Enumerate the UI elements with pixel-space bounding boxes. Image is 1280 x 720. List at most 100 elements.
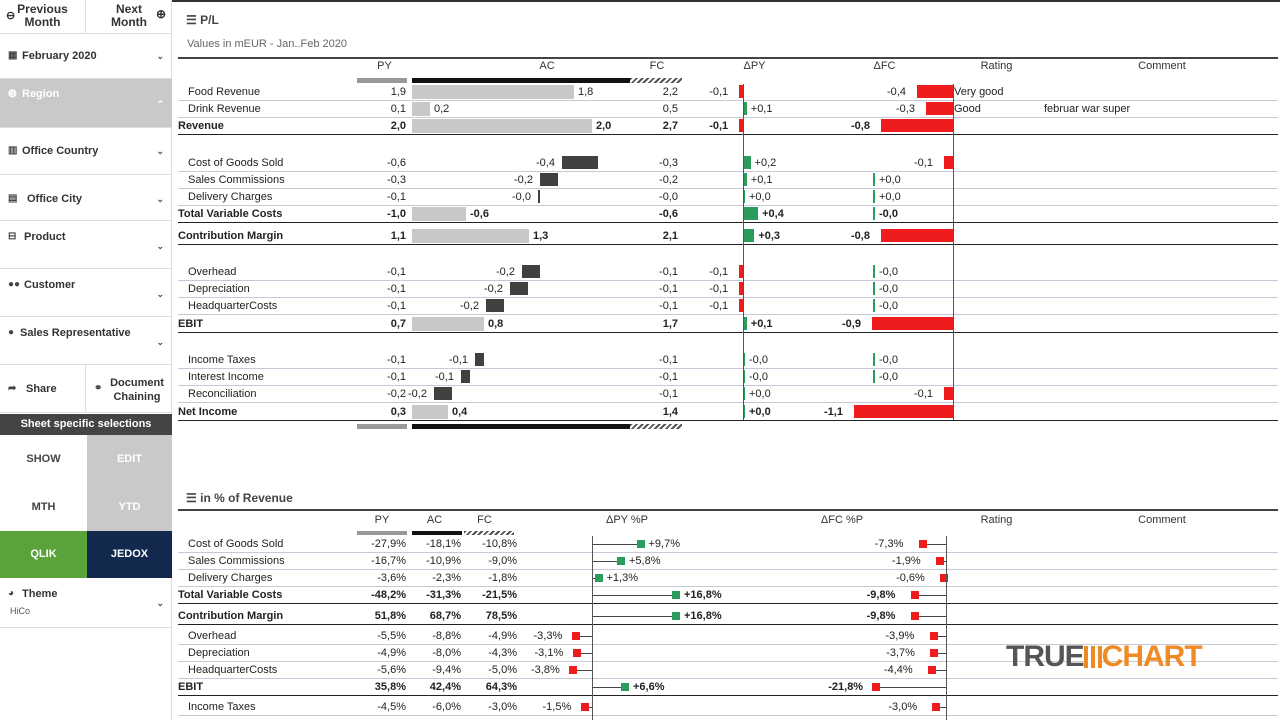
dfc-value: -0,8 bbox=[851, 230, 870, 242]
dpy-pct-value: -3,1% bbox=[534, 647, 564, 659]
row-label: HeadquarterCosts bbox=[188, 664, 278, 676]
py-value: 1,9 bbox=[390, 86, 406, 98]
ac-bar bbox=[412, 229, 529, 243]
dpy-value: +0,0 bbox=[749, 191, 771, 203]
pl-col-header: Comment bbox=[1138, 60, 1186, 72]
dpy-marker bbox=[569, 666, 577, 674]
fc-pct-value: -21,5% bbox=[482, 589, 517, 601]
basket-icon: ⊟ bbox=[8, 231, 17, 242]
table-row: EBIT 0,7 0,8 1,7 +0,1 -0,9 bbox=[178, 316, 1278, 333]
table-row: Depreciation -0,1 -0,2 -0,1 -0,1 -0,0 bbox=[178, 281, 1278, 298]
office-city-selector[interactable]: ▤ Office City ⌄ bbox=[0, 175, 172, 221]
dpy-value: +0,4 bbox=[762, 208, 784, 220]
row-label: Delivery Charges bbox=[188, 191, 273, 203]
py-pct-value: -4,9% bbox=[377, 647, 406, 659]
sales-representative-selector[interactable]: ● Sales Representative ⌄ bbox=[0, 317, 172, 365]
dfc-marker bbox=[929, 632, 938, 640]
fc-value: -0,1 bbox=[659, 283, 678, 295]
chevron-down-icon: ⌄ bbox=[156, 241, 164, 251]
ytd-button[interactable]: YTD bbox=[87, 483, 172, 531]
dpy-line bbox=[592, 544, 641, 545]
dfc-line bbox=[931, 670, 946, 671]
product-selector[interactable]: ⊟ Product ⌄ bbox=[0, 221, 172, 269]
chevron-down-icon: ⌄ bbox=[156, 598, 164, 608]
ac-value: 0,2 bbox=[434, 103, 450, 115]
py-value: -0,1 bbox=[387, 191, 406, 203]
dpy-value: +0,0 bbox=[749, 388, 771, 400]
theme-selector[interactable]: ◕ Theme HiCo ⌄ bbox=[0, 578, 172, 628]
dpy-marker bbox=[672, 612, 680, 620]
comment-value: februar war super bbox=[1044, 103, 1131, 115]
pct-col-header: Comment bbox=[1138, 514, 1186, 526]
pl-col-header: Rating bbox=[980, 60, 1013, 72]
show-button[interactable]: SHOW bbox=[26, 453, 61, 465]
office-country-selector[interactable]: ▥ Office Country ⌄ bbox=[0, 128, 172, 175]
customer-selector[interactable]: ●● Customer ⌄ bbox=[0, 269, 172, 317]
mth-button[interactable]: MTH bbox=[31, 501, 56, 513]
document-chaining-button[interactable]: ⚭ Document Chaining bbox=[86, 365, 172, 413]
dfc-bar bbox=[917, 85, 953, 98]
py-pct-value: 51,8% bbox=[374, 610, 406, 622]
row-label: Income Taxes bbox=[188, 701, 256, 713]
table-row: Interest Income -0,1 -0,1 -0,1 -0,0 -0,0 bbox=[178, 369, 1278, 386]
dfc-pct-value: -3,0% bbox=[888, 701, 918, 713]
dpy-line bbox=[576, 653, 592, 654]
jedox-button[interactable]: JEDOX bbox=[87, 531, 172, 578]
ac-pct-value: -31,3% bbox=[426, 589, 461, 601]
row-label: Total Variable Costs bbox=[178, 208, 283, 220]
dfc-value: -0,0 bbox=[879, 208, 898, 220]
ac-pct-header-bar bbox=[412, 531, 462, 535]
truechart-logo: TRUE CHART bbox=[1006, 640, 1203, 674]
row-label: Contribution Margin bbox=[178, 230, 284, 242]
dpy-line bbox=[592, 561, 621, 562]
dfc-marker bbox=[940, 574, 949, 582]
pct-top-rule bbox=[178, 509, 1278, 511]
ac-pct-value: -9,4% bbox=[432, 664, 461, 676]
ac-bar bbox=[486, 299, 504, 312]
pl-section-title: ☰ P/L bbox=[186, 13, 219, 27]
previous-month-button[interactable]: Previous Month ⊖ bbox=[0, 0, 86, 34]
pct-col-header: FC bbox=[477, 514, 492, 526]
fc-value: 2,1 bbox=[662, 230, 678, 242]
edit-button[interactable]: EDIT bbox=[87, 435, 172, 483]
qlik-button[interactable]: QLIK bbox=[0, 531, 87, 578]
dfc-value: -0,1 bbox=[914, 388, 933, 400]
dpy-bar bbox=[743, 405, 745, 418]
dfc-bar bbox=[944, 156, 953, 169]
fc-value: -0,1 bbox=[659, 371, 678, 383]
fc-value: -0,6 bbox=[659, 208, 678, 220]
ac-bar bbox=[412, 119, 592, 133]
region-selector[interactable]: ◍ Region ⌃ bbox=[0, 79, 172, 128]
dfc-marker bbox=[935, 557, 944, 565]
row-label: Interest Income bbox=[188, 371, 264, 383]
share-button[interactable]: ➦ Share bbox=[0, 365, 86, 413]
row-label: Revenue bbox=[178, 120, 224, 132]
py-pct-value: -4,5% bbox=[377, 701, 406, 713]
dpy-bar bbox=[743, 353, 745, 366]
ac-pct-value: -6,0% bbox=[432, 701, 461, 713]
ac-bar bbox=[522, 265, 540, 278]
rating-value: Very good bbox=[954, 86, 1004, 98]
minus-icon: ⊖ bbox=[6, 10, 16, 22]
dpy-line bbox=[592, 616, 676, 617]
dpy-marker bbox=[636, 540, 645, 548]
dfc-pct-value: -3,9% bbox=[885, 630, 915, 642]
fc-footer-bar bbox=[630, 424, 682, 429]
py-value: -0,1 bbox=[387, 354, 406, 366]
fc-value: -0,1 bbox=[659, 300, 678, 312]
dfc-marker bbox=[910, 591, 919, 599]
next-month-label: Next Month bbox=[111, 2, 147, 29]
py-value: 0,3 bbox=[390, 406, 406, 418]
period-selector[interactable]: ▦ February 2020 ⌄ bbox=[0, 34, 172, 79]
table-row: Drink Revenue 0,1 0,2 0,5 +0,1 -0,3 Good februa… bbox=[178, 101, 1278, 118]
next-month-button[interactable]: Next Month ⊕ bbox=[86, 0, 172, 34]
dpy-value: -0,0 bbox=[749, 371, 768, 383]
dpy-pct-value: +1,3% bbox=[606, 572, 639, 584]
row-label: Depreciation bbox=[188, 647, 250, 659]
ac-pct-value: -8,0% bbox=[432, 647, 461, 659]
dfc-bar bbox=[873, 282, 875, 295]
dpy-value: -0,1 bbox=[709, 283, 729, 295]
table-row: Contribution Margin 51,8% 68,7% 78,5% +16,8%… bbox=[178, 608, 1278, 625]
pct-section-title: ☰ in % of Revenue bbox=[186, 491, 293, 505]
dpy-bar bbox=[743, 317, 747, 330]
